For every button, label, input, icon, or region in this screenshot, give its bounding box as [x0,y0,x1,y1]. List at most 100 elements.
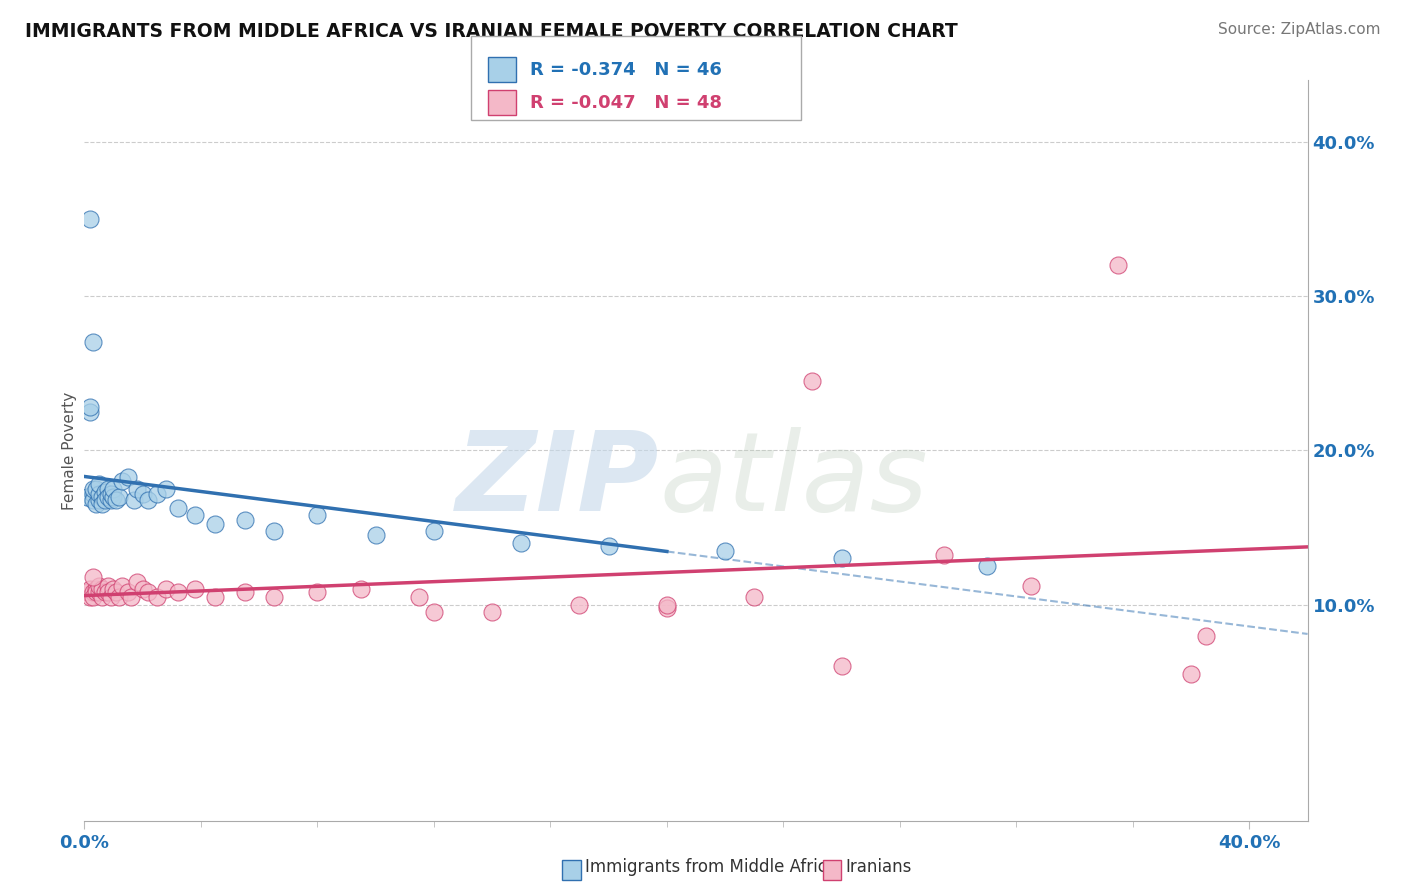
Point [97,585,120,599]
Point [204,590,226,604]
Point [82,570,104,584]
Point [1195,628,1218,642]
Point [93,485,115,500]
Point [125,574,148,589]
Point [742,590,765,604]
Point [105,492,128,507]
Point [350,582,373,597]
Point [79,590,101,604]
Point [82,486,104,500]
Point [111,579,134,593]
Point [79,405,101,419]
Point [714,543,737,558]
Text: R = -0.047   N = 48: R = -0.047 N = 48 [530,94,723,112]
Text: ZIP: ZIP [456,426,659,533]
Point [90,582,112,597]
Point [79,212,101,227]
Point [108,590,131,604]
Point [166,500,188,515]
Point [138,585,160,599]
Point [166,585,188,599]
Point [408,590,430,604]
Point [831,659,853,673]
Point [131,486,153,500]
Point [87,486,110,500]
Point [87,579,110,593]
Point [76,585,98,599]
Point [103,482,125,496]
Point [263,524,285,538]
Point [138,492,160,507]
Point [204,517,226,532]
Point [423,524,446,538]
Point [90,590,112,604]
Point [90,498,112,512]
Point [84,582,107,597]
Point [111,475,134,489]
Point [120,590,142,604]
Point [97,490,120,504]
Point [97,482,120,496]
Point [655,600,678,615]
Point [93,492,115,507]
Point [364,528,387,542]
Point [84,498,107,512]
Point [125,482,148,496]
Point [100,590,122,604]
Point [932,549,955,563]
Point [155,582,177,597]
Point [103,490,125,504]
Point [117,469,139,483]
Point [184,508,207,523]
Point [481,606,503,620]
Text: R = -0.374   N = 46: R = -0.374 N = 46 [530,61,721,78]
Point [1180,667,1202,681]
Point [233,585,256,599]
Point [117,585,139,599]
Point [655,598,678,612]
Point [87,477,110,491]
Point [76,490,98,504]
Point [263,590,285,604]
Text: Iranians: Iranians [845,858,911,876]
Point [103,582,125,597]
Point [82,590,104,604]
Point [82,335,104,350]
Point [131,582,153,597]
Y-axis label: Female Poverty: Female Poverty [62,392,77,509]
Point [93,585,115,599]
Point [97,579,120,593]
Point [79,401,101,415]
Point [1019,579,1042,593]
Text: Source: ZipAtlas.com: Source: ZipAtlas.com [1218,22,1381,37]
Point [146,486,169,500]
Point [105,585,128,599]
Point [1107,259,1129,273]
Text: atlas: atlas [659,426,928,533]
Point [82,585,104,599]
Point [233,513,256,527]
Text: IMMIGRANTS FROM MIDDLE AFRICA VS IRANIAN FEMALE POVERTY CORRELATION CHART: IMMIGRANTS FROM MIDDLE AFRICA VS IRANIAN… [25,22,957,41]
Point [976,559,998,574]
Point [146,590,169,604]
Point [423,606,446,620]
Point [79,582,101,597]
Point [598,539,620,553]
Point [87,585,110,599]
Point [87,492,110,507]
Point [307,585,329,599]
Point [831,551,853,566]
Point [82,492,104,507]
Point [801,374,824,388]
Point [90,490,112,504]
Point [155,482,177,496]
Point [568,598,591,612]
Point [307,508,329,523]
Point [100,492,122,507]
Point [84,585,107,599]
Point [84,482,107,496]
Text: Immigrants from Middle Africa: Immigrants from Middle Africa [585,858,837,876]
Point [100,486,122,500]
Point [82,482,104,496]
Point [184,582,207,597]
